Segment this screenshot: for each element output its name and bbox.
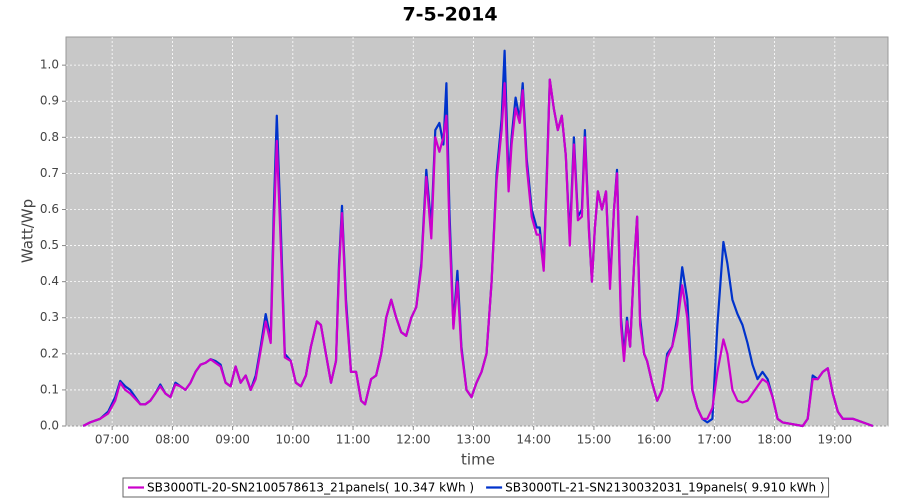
plot-area xyxy=(65,36,889,427)
x-tick-label: 16:00 xyxy=(637,433,672,447)
x-tick-label: 08:00 xyxy=(155,433,190,447)
x-tick-label: 17:00 xyxy=(697,433,732,447)
y-tick-label: 0.4 xyxy=(40,274,59,288)
x-tick-label: 13:00 xyxy=(456,433,491,447)
y-tick-label: 0.5 xyxy=(40,238,59,252)
x-tick-label: 09:00 xyxy=(215,433,250,447)
y-tick-label: 1.0 xyxy=(40,58,59,72)
x-tick-label: 19:00 xyxy=(818,433,853,447)
y-tick-label: 0.1 xyxy=(40,382,59,396)
y-tick-label: 0.8 xyxy=(40,130,59,144)
x-tick-label: 18:00 xyxy=(757,433,792,447)
y-tick-label: 0.7 xyxy=(40,166,59,180)
x-tick-label: 15:00 xyxy=(577,433,612,447)
y-tick-label: 0.3 xyxy=(40,310,59,324)
y-tick-label: 0.2 xyxy=(40,346,59,360)
legend-box xyxy=(122,477,830,498)
x-tick-label: 10:00 xyxy=(276,433,311,447)
y-tick-label: 0.9 xyxy=(40,94,59,108)
chart-title: 7-5-2014 xyxy=(402,4,497,26)
legend-label: SB3000TL-20-SN2100578613_21panels( 10.34… xyxy=(147,481,474,495)
series-line xyxy=(82,78,874,428)
y-axis-label: Watt/Wp xyxy=(19,199,37,263)
x-axis-label: time xyxy=(461,451,495,469)
x-tick-label: 12:00 xyxy=(396,433,431,447)
y-tick-label: 0.0 xyxy=(40,419,59,433)
x-tick-label: 11:00 xyxy=(336,433,371,447)
y-tick-label: 0.6 xyxy=(40,202,59,216)
x-tick-label: 07:00 xyxy=(95,433,130,447)
legend-label: SB3000TL-21-SN2130032031_19panels( 9.910… xyxy=(505,481,824,495)
x-tick-label: 14:00 xyxy=(516,433,551,447)
